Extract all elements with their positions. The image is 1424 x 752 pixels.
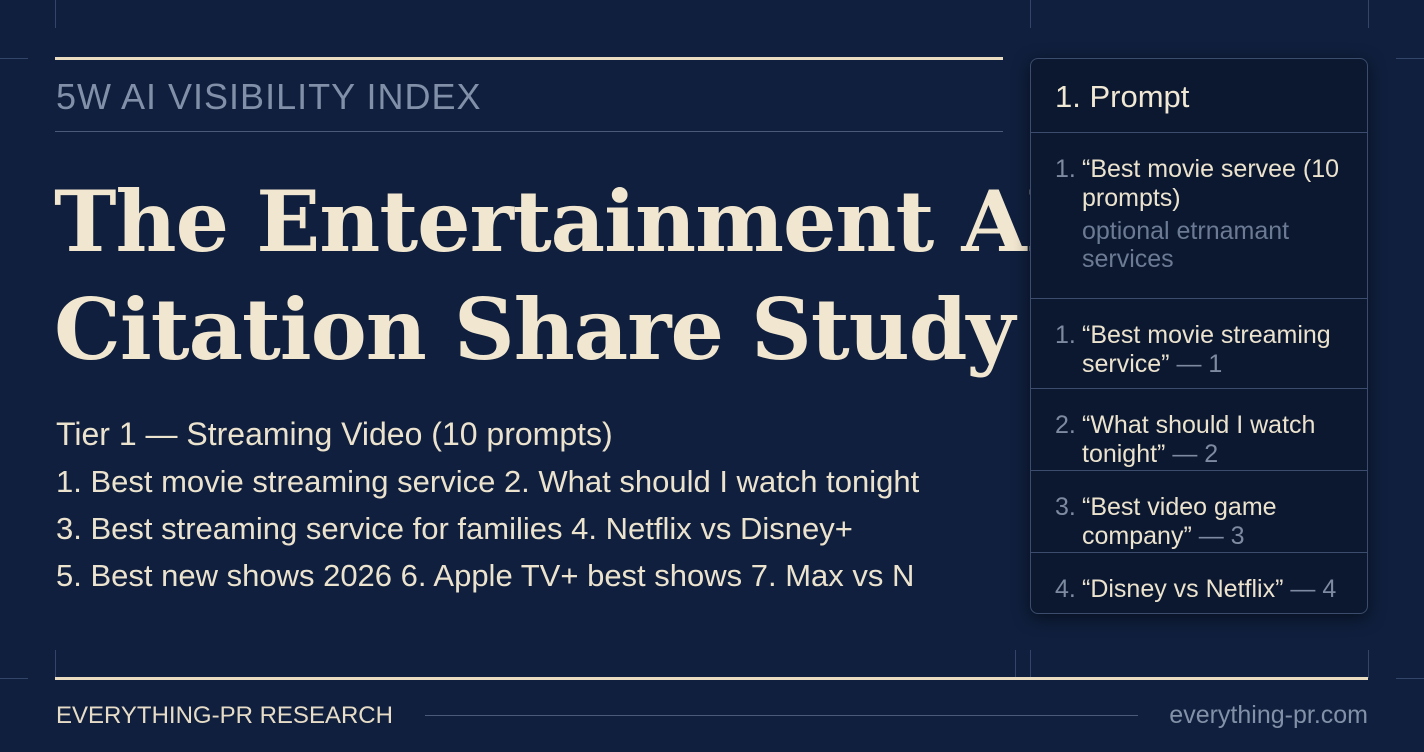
- title-line: The Entertainment AI: [54, 172, 1065, 271]
- prompt-line: 5. Best new shows 2026 6. Apple TV+ best…: [56, 558, 915, 593]
- guide-line: [1030, 650, 1031, 678]
- item-number: 1.: [1055, 321, 1076, 349]
- guide-line: [1030, 0, 1031, 28]
- item-label: “Best video game company”: [1082, 493, 1277, 550]
- top-rule: [55, 57, 1003, 60]
- item-text: “Best movie servee (10 prompts) optional …: [1082, 155, 1362, 273]
- prompt-row: 2. “What should I watch tonight” — 2: [1031, 388, 1367, 470]
- prompt-panel: 1. Prompt 1. “Best movie servee (10 promp…: [1030, 58, 1368, 614]
- tier-heading: Tier 1 — Streaming Video (10 prompts): [56, 416, 613, 452]
- item-label: “What should I watch tonight”: [1082, 411, 1316, 468]
- item-suffix: — 1: [1176, 350, 1223, 378]
- kicker: 5W AI VISIBILITY INDEX: [56, 76, 482, 117]
- prompt-line: 3. Best streaming service for families 4…: [56, 511, 853, 546]
- item-suffix: — 3: [1198, 522, 1245, 550]
- title-line: Citation Share Study: [54, 280, 1015, 379]
- item-number: 2.: [1055, 411, 1076, 439]
- item-label: “Disney vs Netflix”: [1082, 575, 1284, 603]
- guide-line: [0, 58, 28, 59]
- footer-brand: EVERYTHING-PR RESEARCH: [56, 702, 393, 729]
- guide-line: [1368, 650, 1369, 678]
- divider: [425, 715, 1138, 716]
- prompt-row: 1. “Best movie servee (10 prompts) optiona…: [1031, 132, 1367, 298]
- item-number: 3.: [1055, 493, 1076, 521]
- item-number: 4.: [1055, 575, 1076, 603]
- guide-line: [55, 650, 56, 678]
- item-label: “Best movie servee (10 prompts): [1082, 155, 1340, 212]
- item-suffix: — 4: [1290, 575, 1337, 603]
- guide-line: [0, 678, 28, 679]
- divider: [55, 131, 1003, 132]
- prompt-row: 3. “Best video game company” — 3: [1031, 470, 1367, 552]
- item-text: “Best video game company” — 3: [1082, 493, 1362, 551]
- panel-title: 1. Prompt: [1055, 79, 1190, 114]
- guide-line: [1396, 58, 1424, 59]
- item-number: 1.: [1055, 155, 1076, 183]
- bottom-rule: [55, 677, 1368, 680]
- item-text: “What should I watch tonight” — 2: [1082, 411, 1362, 469]
- item-text: “Disney vs Netflix” — 4: [1082, 575, 1362, 604]
- prompt-row: 1. “Best movie streaming service” — 1: [1031, 298, 1367, 388]
- item-text: “Best movie streaming service” — 1: [1082, 321, 1362, 379]
- footer-url: everything-pr.com: [1169, 701, 1368, 729]
- guide-line: [55, 0, 56, 28]
- item-suffix: — 2: [1172, 440, 1219, 468]
- title: The Entertainment AI Citation Share Stud…: [54, 168, 1065, 384]
- guide-line: [1015, 650, 1016, 678]
- guide-line: [1368, 0, 1369, 28]
- prompt-line: 1. Best movie streaming service 2. What …: [56, 464, 920, 499]
- guide-line: [1396, 678, 1424, 679]
- prompt-row: 4. “Disney vs Netflix” — 4: [1031, 552, 1367, 613]
- item-note: optional etrnamant services: [1082, 217, 1290, 273]
- item-label: “Best movie streaming service”: [1082, 321, 1331, 378]
